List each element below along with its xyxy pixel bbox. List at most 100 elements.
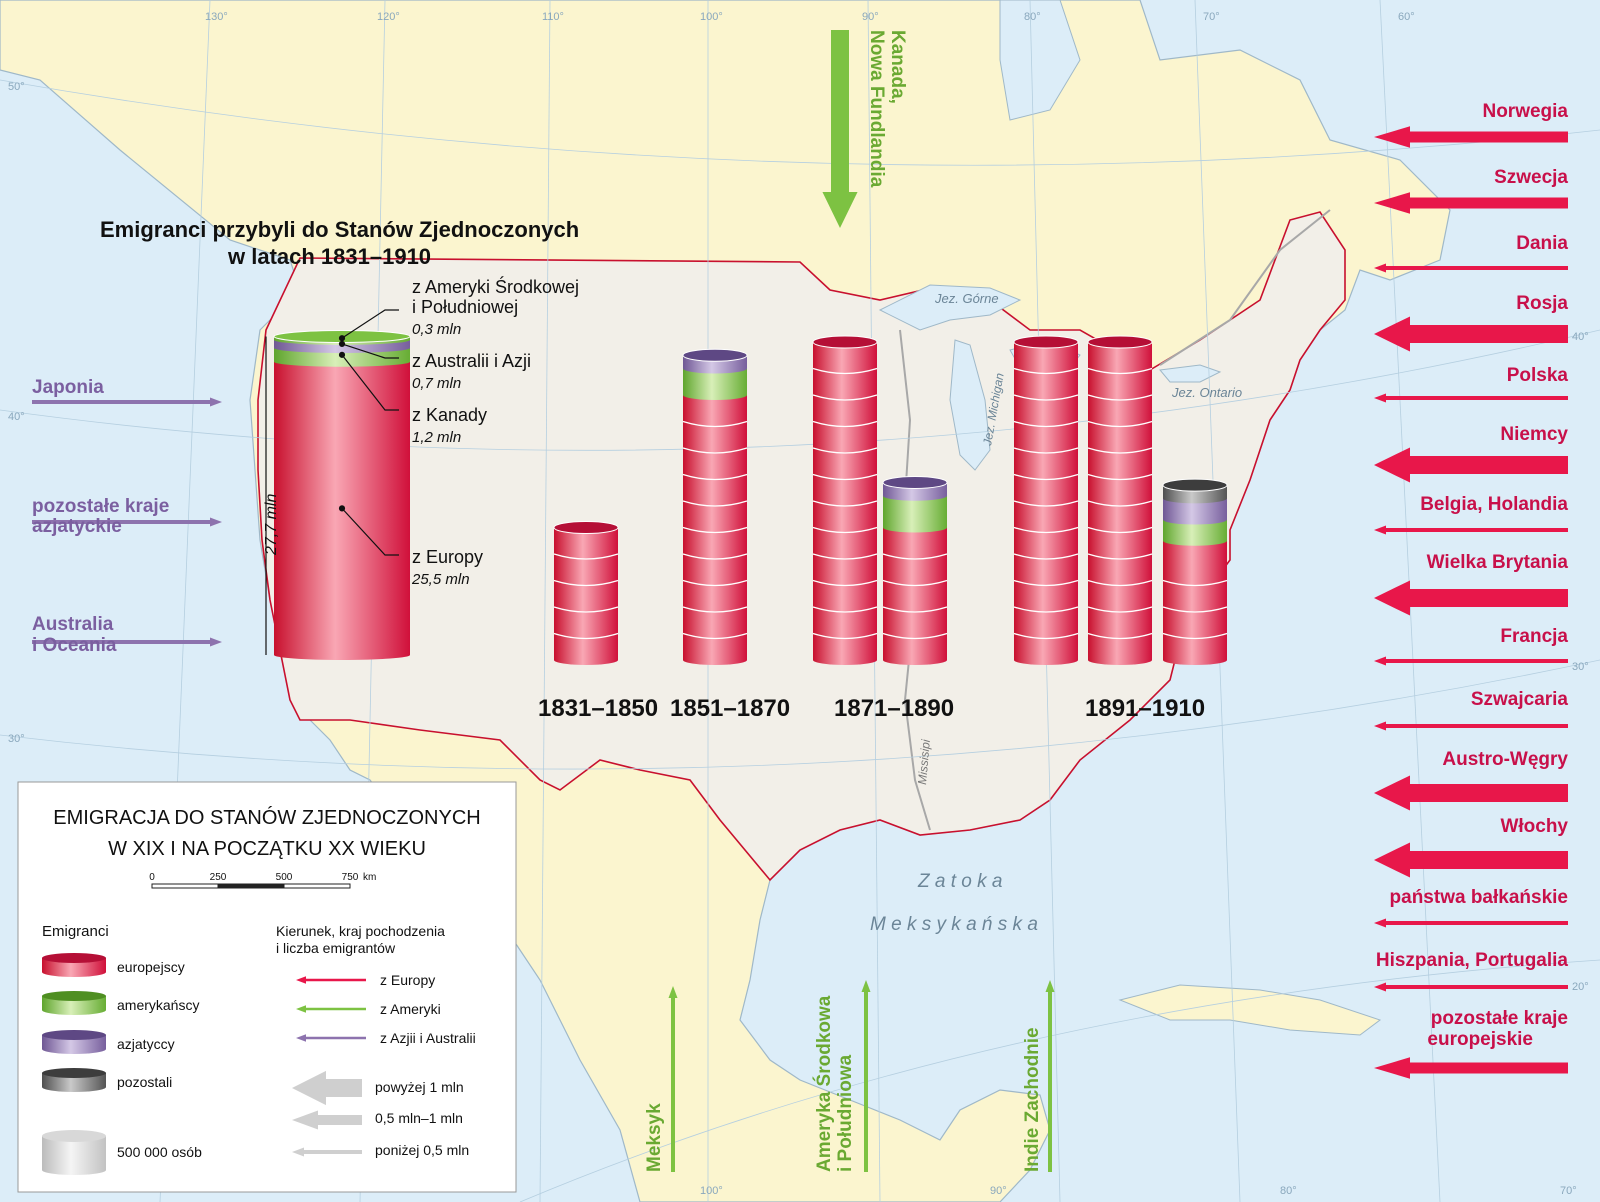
- unit-ring: [682, 632, 748, 640]
- europe-segment: [883, 527, 947, 665]
- cuba: [1118, 984, 1382, 1036]
- stack-top: [1162, 478, 1228, 492]
- lon-label: 60°: [1398, 11, 1415, 23]
- unit-ring: [682, 553, 748, 560]
- legend-swatch-top: [42, 991, 106, 1001]
- lon-label: 100°: [700, 11, 723, 23]
- overall-labels: z Ameryki Środkowej i Południowej 0,3 ml…: [263, 276, 579, 588]
- gulf-label-line1: Z a t o k a: [917, 871, 1002, 892]
- legend-direction-label: z Europy: [380, 972, 435, 988]
- unit-ring: [1087, 447, 1153, 454]
- origin-label-europe: Niemcy: [1500, 424, 1568, 445]
- lat-label: 30°: [1572, 661, 1589, 673]
- scale-tick: 500: [276, 872, 293, 883]
- unit-ring: [1013, 394, 1079, 401]
- stack-1831–1850-1: [553, 521, 619, 665]
- legend-label: pozostali: [117, 1074, 172, 1090]
- origin-label-asia: azjatyckie: [32, 516, 122, 537]
- lon-label: 80°: [1280, 1185, 1297, 1197]
- origin-label-europe: Rosja: [1516, 293, 1568, 314]
- unit-ring: [1013, 420, 1079, 428]
- title-line2: w latach 1831–1910: [227, 244, 431, 269]
- europe-flow-arrow: [1374, 982, 1568, 992]
- unit-ring: [1162, 606, 1228, 613]
- europe-flow-arrow: [1374, 126, 1568, 148]
- lake-ontario-label: Jez. Ontario: [1171, 385, 1242, 400]
- unit-ring: [812, 394, 878, 401]
- graticule-labels: 130° 120° 110° 100° 90° 80° 70° 60° 50° …: [8, 11, 1589, 1197]
- leader-line: [341, 354, 399, 411]
- europe-flow-arrow: [1374, 316, 1568, 352]
- st-lawrence-river: [1159, 209, 1331, 366]
- europe-flow-arrow: [1374, 656, 1568, 666]
- legend-label: azjatyccy: [117, 1036, 175, 1052]
- leader-line: [341, 343, 399, 359]
- legend-unit-label: 500 000 osób: [117, 1144, 202, 1160]
- legend-arrow-medium: [292, 1110, 362, 1130]
- origin-label-america: Nowa Fundlandia: [866, 30, 887, 188]
- origin-label-europe: Włochy: [1500, 816, 1568, 837]
- leader-dot: [338, 335, 346, 342]
- legend-title-line2: W XIX I NA POCZĄTKU XX WIEKU: [108, 838, 426, 860]
- unit-ring: [553, 579, 619, 587]
- unit-ring: [682, 500, 748, 507]
- unit-ring: [812, 579, 878, 587]
- lon-label: 90°: [862, 11, 879, 23]
- origin-label-europe: Szwecja: [1494, 167, 1568, 188]
- origin-label-asia: i Oceania: [32, 635, 117, 656]
- lon-label: 70°: [1203, 11, 1220, 23]
- europe-segment: [1014, 342, 1078, 665]
- legend-swatch-top: [42, 1068, 106, 1078]
- unit-ring: [1013, 606, 1079, 613]
- leader-dot: [338, 340, 346, 348]
- unit-ring: [1087, 473, 1153, 481]
- europe-flow-arrow: [1374, 1057, 1568, 1079]
- hudson-bay-coast: [999, 0, 1081, 121]
- unit-ring: [553, 606, 619, 613]
- unit-ring: [882, 553, 948, 560]
- stack-1871–1890-2: [882, 475, 948, 665]
- america-segment: [883, 495, 947, 533]
- group-value-europe: 25,5 mln: [411, 571, 470, 588]
- europe-segment: [1088, 342, 1152, 665]
- group-label-latam-line2: i Południowej: [412, 297, 518, 317]
- lat-label: 40°: [1572, 331, 1589, 343]
- origin-label-europe: Austro-Węgry: [1442, 749, 1568, 770]
- group-value-canada: 1,2 mln: [412, 429, 461, 446]
- flow-labels-asia: Japonia pozostałe kraje azjatyckie Austr…: [32, 377, 169, 656]
- europe-flow-arrow: [1374, 393, 1568, 403]
- europe-flow-arrow: [1374, 263, 1568, 273]
- legend-arrow-large: [292, 1070, 362, 1106]
- unit-ring: [1087, 553, 1153, 560]
- group-label-canada: z Kanady: [412, 405, 487, 425]
- unit-ring: [1013, 526, 1079, 534]
- europe-flow-arrow: [1374, 447, 1568, 483]
- legend-direction-heading-line2: i liczba emigrantów: [276, 940, 396, 956]
- america-flow-arrow: [822, 30, 858, 228]
- origin-label-europe: Francja: [1500, 626, 1568, 647]
- leader-dot: [338, 351, 346, 358]
- unit-ring: [812, 526, 878, 534]
- lat-label: 30°: [8, 733, 25, 745]
- stack-1871–1890-1: [812, 335, 878, 665]
- stack-top: [812, 335, 878, 349]
- origin-label-europe: europejskie: [1427, 1029, 1533, 1050]
- total-label: 27,7 mln: [263, 494, 280, 556]
- europe-flow-arrow: [1374, 775, 1568, 811]
- lon-label: 90°: [990, 1185, 1007, 1197]
- unit-ring: [812, 606, 878, 613]
- asia-flow-arrow: [32, 637, 222, 647]
- unit-ring: [682, 473, 748, 481]
- flow-labels-america: Kanada, Nowa Fundlandia Meksyk Ameryka Ś…: [644, 30, 1043, 1172]
- origin-label-asia: Australia: [32, 614, 114, 635]
- unit-ring: [682, 606, 748, 613]
- legend-direction-label: z Azjii i Australii: [380, 1030, 476, 1046]
- europe-flow-arrow: [1374, 842, 1568, 878]
- europe-segment: [813, 342, 877, 665]
- unit-ring: [1087, 606, 1153, 613]
- america-flow-arrow: [1045, 980, 1055, 1172]
- group-label-asia: z Australii i Azji: [412, 351, 531, 371]
- group-value-asia: 0,7 mln: [412, 375, 461, 392]
- europe-flow-arrow: [1374, 918, 1568, 928]
